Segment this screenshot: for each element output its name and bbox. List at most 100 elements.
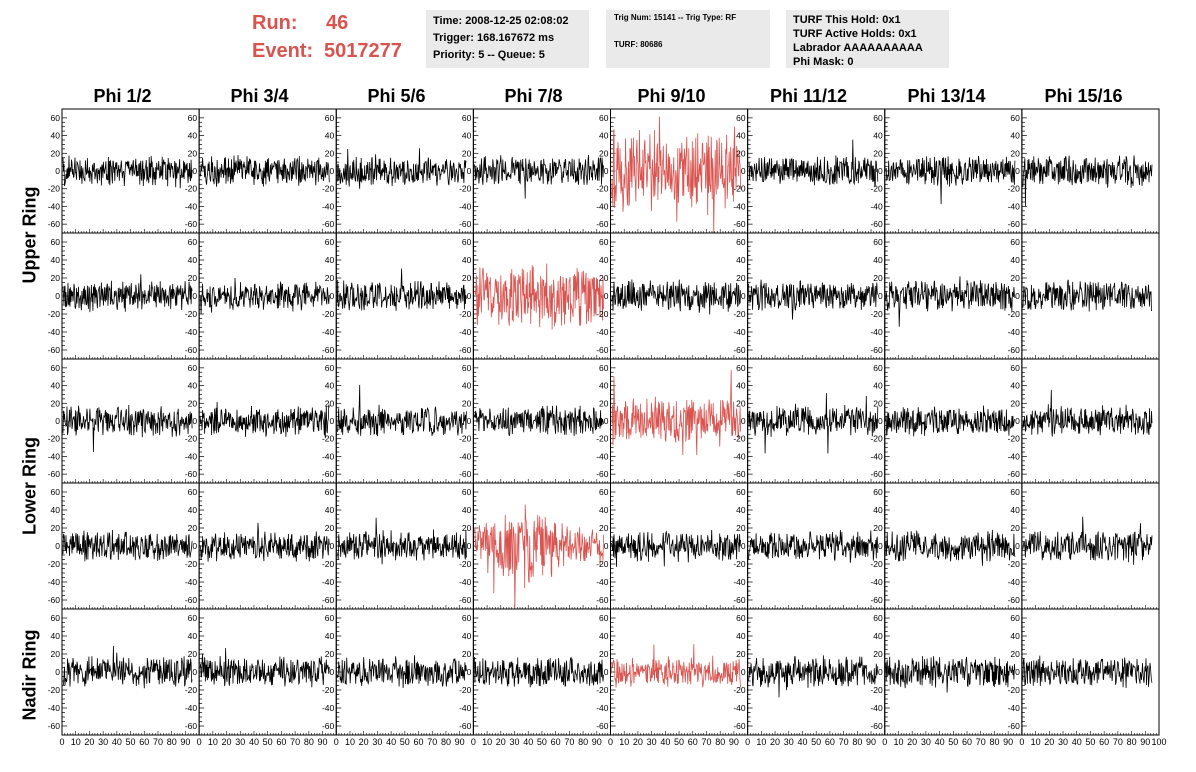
y-tick-label: -60 [48,721,61,731]
y-tick-label: 20 [599,273,609,283]
y-tick-label: 60 [325,237,335,247]
y-tick-label: 60 [599,487,609,497]
waveform-trace-2-7 [1022,389,1153,437]
y-tick-label: -40 [322,703,335,713]
y-tick-label: 60 [736,237,746,247]
y-tick-label: -60 [185,469,198,479]
y-tick-label: 40 [873,255,883,265]
y-tick-label: -20 [1008,184,1021,194]
y-tick-label: 60 [1010,237,1020,247]
y-tick-label: -20 [185,184,198,194]
x-tick-label: 20 [633,737,643,747]
waveform-trace-1-1 [199,277,330,315]
y-tick-label: -60 [1008,469,1021,479]
waveform-trace-2-3 [474,405,604,437]
y-tick-label: 0 [878,166,883,176]
turf-info-box: TURF This Hold: 0x1 TURF Active Holds: 0… [786,10,949,68]
x-tick-label: 50 [126,737,136,747]
y-tick-label: -40 [322,577,335,587]
y-tick-label: 20 [599,523,609,533]
y-tick-label: -60 [733,345,746,355]
trig-num-text: Trig Num: 15141 -- Trig Type: RF [614,13,737,22]
y-tick-label: 20 [462,273,472,283]
x-tick-label: 70 [153,737,163,747]
y-tick-label: 20 [873,649,883,659]
x-tick-label: 20 [496,737,506,747]
y-tick-label: 40 [736,131,746,141]
y-tick-label: 40 [736,505,746,515]
x-tick-label: 30 [98,737,108,747]
y-tick-label: -60 [322,345,335,355]
y-tick-label: -60 [48,595,61,605]
x-tick-label: 70 [976,737,986,747]
y-tick-label: -40 [733,327,746,337]
y-tick-label: 40 [599,131,609,141]
y-tick-label: 40 [325,631,335,641]
y-tick-label: -40 [185,703,198,713]
panel-frame-2-1 [198,358,337,484]
x-tick-label: 30 [784,737,794,747]
y-tick-label: -60 [596,595,609,605]
x-tick-label: 10 [345,737,355,747]
y-tick-label: 0 [741,667,746,677]
y-tick-label: 0 [741,291,746,301]
x-tick-label: 80 [578,737,588,747]
y-tick-label: 40 [1010,255,1020,265]
waveform-trace-2-2 [336,384,467,437]
waveform-trace-3-5 [748,529,879,563]
y-tick-label: 60 [1010,613,1020,623]
x-tick-label: 30 [1058,737,1068,747]
y-tick-label: 60 [188,487,198,497]
y-tick-label: -60 [459,469,472,479]
y-tick-label: 20 [599,649,609,659]
y-tick-label: 60 [188,113,198,123]
y-tick-label: 40 [1010,131,1020,141]
y-tick-label: 20 [462,523,472,533]
x-tick-label: 10 [1031,737,1041,747]
y-tick-label: 20 [736,148,746,158]
y-tick-label: -60 [596,219,609,229]
y-tick-label: 40 [1010,505,1020,515]
y-tick-label: -40 [48,327,61,337]
y-tick-label: 60 [1010,487,1020,497]
x-tick-label: 50 [400,737,410,747]
y-tick-label: -60 [596,469,609,479]
y-tick-label: -60 [1008,219,1021,229]
y-tick-label: 40 [51,505,61,515]
y-tick-label: -60 [48,219,61,229]
phi-label-11-12: Phi 11/12 [769,86,848,106]
y-tick-label: 40 [873,631,883,641]
y-tick-label: -20 [733,559,746,569]
x-tick-label: 80 [441,737,451,747]
y-tick-label: 40 [51,131,61,141]
waveform-trace-1-6 [885,276,1016,327]
y-tick-label: 60 [599,237,609,247]
waveform-trace-1-2 [336,268,467,311]
y-tick-label: 40 [736,255,746,265]
run-event-block: Run: 46 Event: 5017277 [252,10,422,66]
x-tick-label: 70 [290,737,300,747]
y-tick-label: 40 [1010,631,1020,641]
x-tick-label: 10 [756,737,766,747]
y-tick-label: 20 [51,398,61,408]
y-tick-label: 60 [1010,113,1020,123]
x-tick-label: 40 [660,737,670,747]
y-tick-label: 40 [325,255,335,265]
x-tick-label: 10 [208,737,218,747]
y-tick-label: 60 [462,113,472,123]
y-tick-label: 0 [330,416,335,426]
y-tick-label: 40 [325,381,335,391]
y-tick-label: 40 [736,631,746,641]
waveform-trace-0-5 [748,139,879,187]
x-tick-label: 50 [537,737,547,747]
y-tick-label: -60 [185,595,198,605]
y-tick-label: 60 [873,113,883,123]
y-tick-label: -40 [1008,327,1021,337]
y-tick-label: -60 [1008,595,1021,605]
y-tick-label: 20 [873,398,883,408]
y-tick-label: -40 [596,327,609,337]
y-tick-label: 0 [604,541,609,551]
y-tick-label: 60 [1010,363,1020,373]
y-tick-label: 40 [462,505,472,515]
y-tick-label: 60 [325,363,335,373]
